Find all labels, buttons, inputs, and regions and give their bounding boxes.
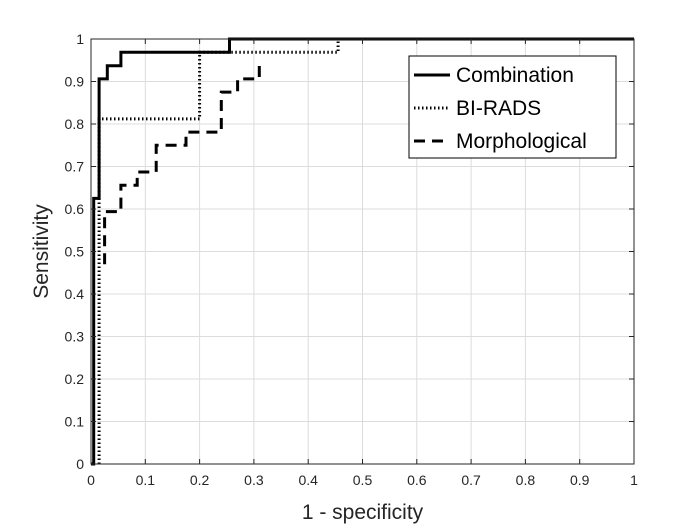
x-tick-label: 0.3 xyxy=(244,472,264,488)
y-tick-label: 1 xyxy=(76,31,84,47)
y-tick-label: 0.7 xyxy=(65,159,85,175)
y-tick-label: 0.5 xyxy=(65,244,85,260)
x-tick-label: 0.8 xyxy=(516,472,536,488)
series-line-morphological xyxy=(103,65,261,265)
legend-label-bi-rads: BI-RADS xyxy=(456,97,541,120)
x-tick-label: 0.9 xyxy=(570,472,590,488)
legend-label-morphological: Morphological xyxy=(456,130,587,153)
x-tick-label: 0 xyxy=(87,472,95,488)
x-tick-label: 0.1 xyxy=(136,472,156,488)
ticks: 0 0.1 0.2 0.3 0.4 0.5 0.6 0.7 0.8 0.9 1 0 0.1 0.2 0.3 0… xyxy=(65,31,639,488)
x-tick-label: 0.4 xyxy=(298,472,318,488)
y-tick-label: 0.6 xyxy=(65,201,85,217)
y-tick-label: 0.8 xyxy=(65,116,85,132)
y-tick-label: 0 xyxy=(76,456,84,472)
x-tick-label: 0.2 xyxy=(190,472,210,488)
y-tick-label: 0.1 xyxy=(65,414,85,430)
x-tick-label: 0.5 xyxy=(353,472,373,488)
y-axis-label: Sensitivity xyxy=(30,204,53,299)
series-line-combination xyxy=(91,37,634,466)
legend: Combination BI-RADS Morphological xyxy=(408,55,617,159)
x-tick-label: 1 xyxy=(630,472,638,488)
y-tick-label: 0.3 xyxy=(65,329,85,345)
y-tick-label: 0.9 xyxy=(65,74,85,90)
x-tick-label: 0.7 xyxy=(461,472,481,488)
x-tick-label: 0.6 xyxy=(407,472,427,488)
series-layer xyxy=(91,37,634,466)
x-axis-label: 1 - specificity xyxy=(302,501,424,524)
series-line-bi-rads xyxy=(97,39,340,464)
legend-label-combination: Combination xyxy=(456,64,574,87)
y-tick-label: 0.4 xyxy=(65,286,85,302)
y-tick-label: 0.2 xyxy=(65,371,85,387)
